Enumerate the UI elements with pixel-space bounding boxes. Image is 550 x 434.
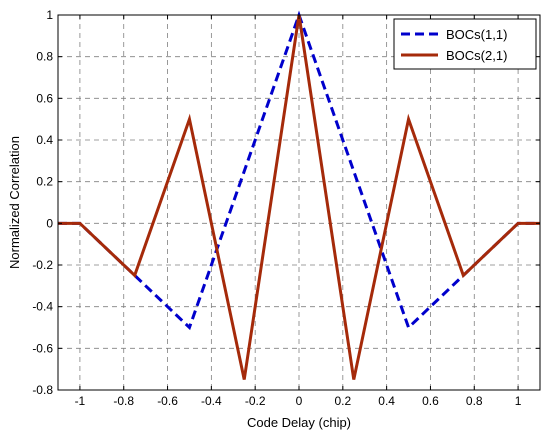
legend-label-1: BOCs(2,1) [446,48,507,63]
x-tick-label: -0.4 [201,394,222,408]
y-tick-label: -0.2 [32,258,53,272]
x-tick-label: 0.2 [334,394,351,408]
legend-box [393,18,537,70]
y-tick-label: -0.4 [32,300,53,314]
y-tick-label: -0.8 [32,383,53,397]
x-tick-label: 0.4 [378,394,395,408]
x-tick-label: 0.6 [422,394,439,408]
x-axis-label: Code Delay (chip) [247,415,351,430]
x-tick-label: 1 [515,394,522,408]
y-tick-label: 0.8 [36,50,53,64]
y-tick-label: -0.6 [32,341,53,355]
legend: BOCs(1,1) BOCs(2,1) [393,18,537,70]
x-tick-label: -0.8 [113,394,134,408]
y-tick-label: 0.6 [36,91,53,105]
x-tick-label: -1 [75,394,86,408]
y-tick-label: 1 [46,8,53,22]
y-tick-label: 0.4 [36,133,53,147]
x-tick-label: -0.2 [245,394,266,408]
axis-ticks: -1 -0.8 -0.6 -0.4 -0.2 0 0.2 0.4 0.6 0.8 1 -0.8 -0.6… [32,8,540,408]
y-tick-label: 0.2 [36,175,53,189]
y-tick-label: 0 [46,216,53,230]
x-tick-label: 0 [296,394,303,408]
x-tick-label: 0.8 [466,394,483,408]
legend-label-0: BOCs(1,1) [446,27,507,42]
x-tick-label: -0.6 [157,394,178,408]
y-axis-label: Normalized Correlation [7,136,22,269]
